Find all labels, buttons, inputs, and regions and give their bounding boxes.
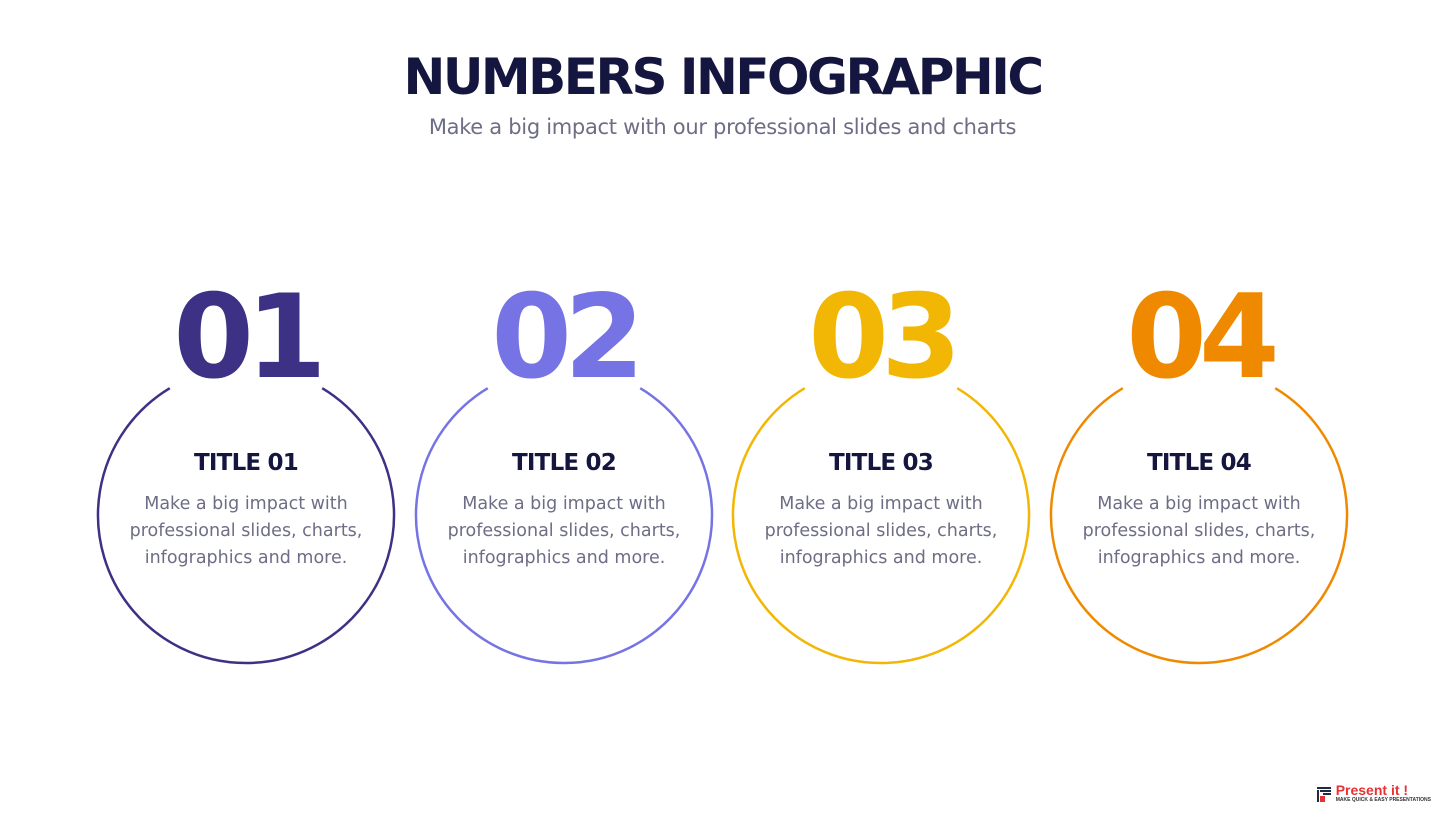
item-title: TITLE 03 (829, 450, 934, 476)
item-title: TITLE 02 (512, 450, 617, 476)
item-description: Make a big impact with professional slid… (129, 494, 363, 568)
logo-icon (1316, 786, 1331, 802)
item-description: Make a big impact with professional slid… (1082, 494, 1316, 568)
item-number: 02 (491, 270, 644, 405)
item-title: TITLE 01 (194, 450, 299, 476)
page-title: NUMBERS INFOGRAPHIC (403, 48, 1044, 106)
item-description: Make a big impact with professional slid… (764, 494, 998, 568)
item-number: 04 (1126, 270, 1279, 405)
item-description: Make a big impact with professional slid… (447, 494, 681, 568)
logo-name: Present it ! (1335, 782, 1409, 798)
item-number: 01 (173, 270, 326, 405)
logo-tagline: MAKE QUICK & EASY PRESENTATIONS (1335, 797, 1431, 803)
item-number: 03 (808, 270, 961, 405)
ring-4 (1049, 387, 1349, 665)
ring-3 (731, 387, 1031, 665)
ring-2 (414, 387, 714, 665)
page-subtitle: Make a big impact with our professional … (428, 115, 1017, 139)
logo: Present it ! MAKE QUICK & EASY PRESENTAT… (1316, 782, 1431, 803)
ring-1 (96, 387, 396, 665)
item-title: TITLE 04 (1147, 450, 1252, 476)
